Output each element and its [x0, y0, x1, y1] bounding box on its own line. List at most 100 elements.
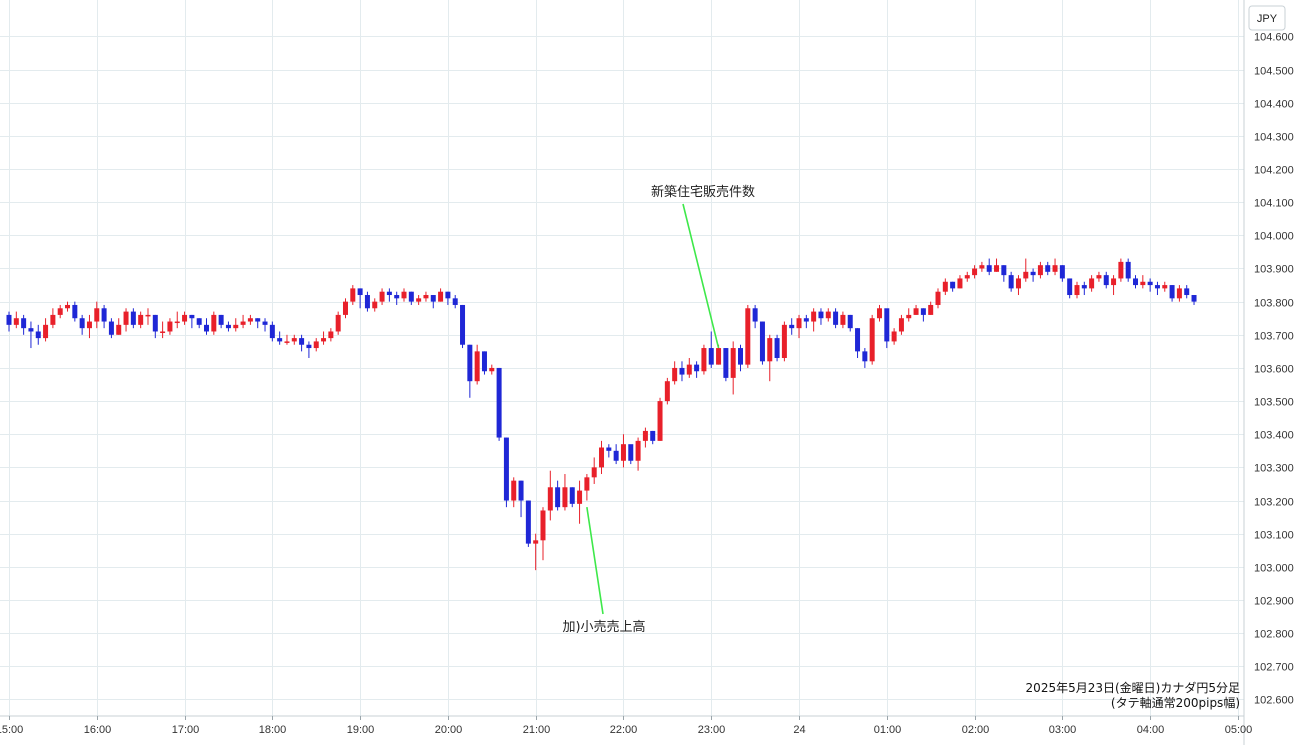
candle[interactable] [1045, 261, 1051, 276]
candle[interactable] [942, 278, 948, 296]
candle[interactable] [1191, 295, 1197, 305]
candle[interactable] [1074, 281, 1080, 299]
candle[interactable] [533, 533, 539, 571]
candle[interactable] [694, 361, 700, 378]
candle[interactable] [723, 348, 729, 382]
candle[interactable] [1162, 281, 1168, 292]
candle[interactable] [577, 480, 583, 524]
candle[interactable] [1008, 271, 1014, 292]
candle[interactable] [547, 470, 553, 521]
candle[interactable] [972, 265, 978, 279]
candle[interactable] [833, 308, 839, 329]
candle[interactable] [145, 308, 151, 325]
candle[interactable] [745, 304, 751, 368]
candle[interactable] [255, 318, 261, 329]
candle[interactable] [306, 341, 312, 358]
candle[interactable] [65, 301, 71, 312]
candle[interactable] [72, 301, 78, 322]
candle[interactable] [781, 321, 787, 362]
candle[interactable] [152, 314, 158, 339]
candle[interactable] [1140, 275, 1146, 289]
candle[interactable] [569, 487, 575, 508]
candle[interactable] [679, 361, 685, 382]
candle[interactable] [752, 304, 758, 329]
candle[interactable] [160, 321, 166, 339]
candle[interactable] [862, 348, 868, 368]
candle[interactable] [21, 314, 27, 335]
time-axis[interactable]: 15:00 16:00 17:00 18:00 19:00 20:00 21:00 22:00… [0, 716, 1252, 736]
candle[interactable] [869, 314, 875, 365]
candle[interactable] [708, 331, 714, 368]
candle[interactable] [416, 295, 422, 305]
candle[interactable] [335, 311, 341, 335]
candle[interactable] [1154, 281, 1160, 296]
candle[interactable] [613, 444, 619, 465]
candle[interactable] [635, 437, 641, 471]
candle[interactable] [196, 318, 202, 329]
candle[interactable] [847, 314, 853, 332]
candle[interactable] [1147, 278, 1153, 292]
candle[interactable] [1081, 281, 1087, 296]
candle[interactable] [13, 311, 19, 329]
candle[interactable] [460, 304, 466, 349]
candle[interactable] [1067, 278, 1073, 299]
candle[interactable] [386, 288, 392, 302]
candle[interactable] [738, 344, 743, 372]
candle[interactable] [796, 314, 802, 339]
candle[interactable] [950, 281, 956, 292]
candle[interactable] [906, 308, 912, 322]
candle[interactable] [408, 291, 414, 305]
candle[interactable] [35, 324, 41, 345]
candle[interactable] [525, 500, 531, 547]
candle[interactable] [884, 308, 890, 349]
candle[interactable] [1030, 268, 1036, 282]
candle[interactable] [803, 314, 809, 329]
candle[interactable] [445, 291, 451, 305]
candle[interactable] [1037, 261, 1043, 279]
candle[interactable] [825, 308, 831, 322]
candle[interactable] [620, 434, 626, 468]
candle[interactable] [225, 321, 231, 332]
candle[interactable] [672, 361, 678, 385]
candle[interactable] [101, 304, 107, 329]
candle[interactable] [28, 321, 34, 349]
candle[interactable] [204, 318, 210, 335]
candle[interactable] [599, 440, 605, 475]
candle[interactable] [467, 344, 473, 398]
candle[interactable] [452, 295, 458, 309]
candle[interactable] [1096, 271, 1102, 282]
candle[interactable] [920, 308, 926, 322]
candle[interactable] [138, 311, 144, 329]
candle[interactable] [1015, 275, 1021, 296]
candle[interactable] [79, 314, 85, 335]
candle[interactable] [211, 311, 217, 335]
candle[interactable] [1001, 265, 1007, 282]
candle[interactable] [555, 480, 561, 511]
candle[interactable] [913, 304, 919, 315]
candle[interactable] [1133, 275, 1139, 289]
candle[interactable] [1169, 285, 1175, 302]
candle[interactable] [928, 301, 934, 315]
candle[interactable] [518, 480, 524, 518]
candle[interactable] [730, 341, 736, 395]
candle[interactable] [116, 318, 122, 335]
candle[interactable] [759, 321, 765, 365]
candle[interactable] [6, 311, 12, 332]
candle[interactable] [394, 291, 400, 305]
candle[interactable] [657, 397, 663, 441]
candle[interactable] [986, 258, 992, 276]
candle[interactable] [299, 334, 305, 352]
candle[interactable] [86, 314, 92, 339]
candle[interactable] [474, 344, 480, 385]
candle[interactable] [1111, 275, 1117, 296]
candle[interactable] [503, 437, 509, 508]
candle[interactable] [642, 427, 648, 448]
candle[interactable] [511, 477, 517, 508]
candle[interactable] [57, 304, 63, 319]
candle[interactable] [789, 318, 795, 335]
candle[interactable] [321, 331, 327, 345]
candle[interactable] [562, 474, 568, 511]
candle[interactable] [876, 304, 882, 322]
candle[interactable] [379, 288, 385, 305]
candle[interactable] [328, 328, 334, 342]
